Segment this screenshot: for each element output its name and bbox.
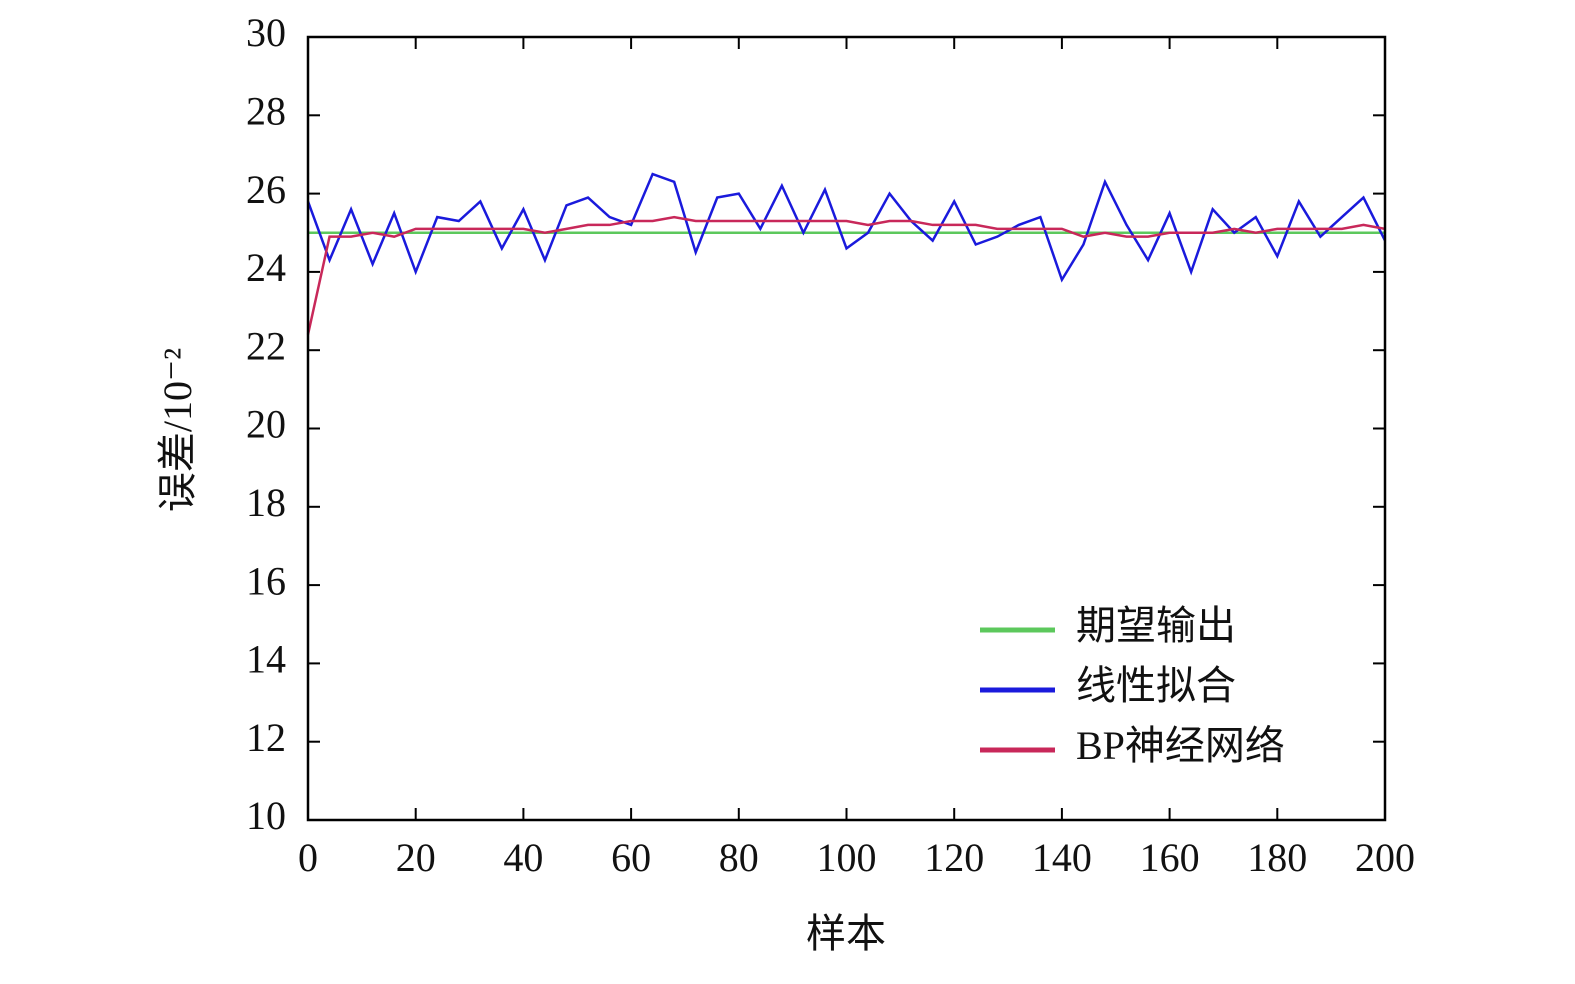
- y-axis-label: 误差/10⁻²: [155, 348, 200, 512]
- x-tick-label: 80: [719, 835, 759, 880]
- x-tick-label: 120: [924, 835, 984, 880]
- legend-label: 期望输出: [1076, 603, 1236, 648]
- y-tick-label: 22: [246, 323, 286, 368]
- x-tick-label: 20: [396, 835, 436, 880]
- x-tick-label: 180: [1247, 835, 1307, 880]
- x-tick-label: 160: [1140, 835, 1200, 880]
- y-tick-label: 18: [246, 480, 286, 525]
- legend-label: 线性拟合: [1076, 663, 1236, 708]
- plot-frame: [306, 35, 1387, 822]
- x-tick-label: 40: [503, 835, 543, 880]
- y-tick-label: 26: [246, 167, 286, 212]
- x-tick-label: 200: [1355, 835, 1415, 880]
- x-axis-label: 样本: [806, 911, 886, 956]
- y-tick-label: 12: [246, 715, 286, 760]
- series-line: [306, 172, 1387, 283]
- x-tick-label: 140: [1032, 835, 1092, 880]
- y-tick-label: 28: [246, 88, 286, 133]
- x-tick-label: 60: [611, 835, 651, 880]
- series-line: [306, 215, 1386, 335]
- y-tick-label: 10: [246, 793, 286, 838]
- y-tick-label: 16: [246, 558, 286, 603]
- y-tick-label: 24: [246, 245, 286, 290]
- y-tick-label: 30: [246, 10, 286, 55]
- x-tick-label: 100: [817, 835, 877, 880]
- x-tick-label: 0: [298, 835, 318, 880]
- y-tick-label: 14: [246, 637, 286, 682]
- legend-label: BP神经网络: [1076, 723, 1285, 768]
- y-tick-label: 20: [246, 402, 286, 447]
